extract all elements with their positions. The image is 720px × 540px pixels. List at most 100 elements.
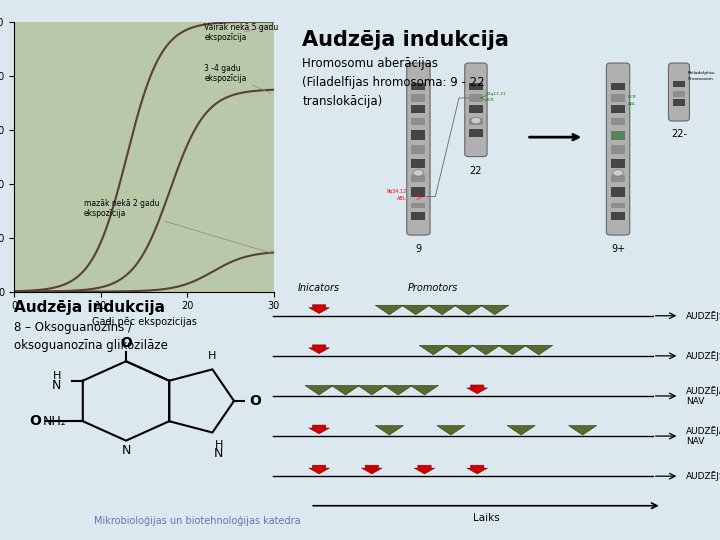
Text: 22-: 22-: [671, 129, 687, 139]
FancyArrow shape: [309, 345, 329, 354]
Bar: [611, 83, 625, 90]
Bar: [469, 118, 482, 125]
Text: N: N: [121, 444, 131, 457]
Bar: [611, 118, 625, 125]
Text: Chromosom: Chromosom: [688, 77, 714, 81]
Text: Hromosomu aberācijas
(Filadelfijas hromosoma: 9 - 22
translokācija): Hromosomu aberācijas (Filadelfijas hromo…: [302, 57, 485, 107]
Text: 22q11.21: 22q11.21: [485, 92, 506, 97]
Polygon shape: [375, 305, 403, 315]
Polygon shape: [472, 346, 500, 355]
Text: H: H: [215, 441, 223, 450]
Bar: [411, 130, 426, 139]
Polygon shape: [331, 386, 359, 395]
Text: N: N: [52, 379, 62, 392]
Text: Mikrobioloģijas un biotehnoloģijas katedra: Mikrobioloģijas un biotehnoloģijas kated…: [94, 516, 300, 526]
Text: AUDZĒJA
NAV: AUDZĒJA NAV: [686, 426, 720, 446]
Text: AUDZĒJA
NAV: AUDZĒJA NAV: [686, 386, 720, 406]
Bar: [611, 159, 625, 168]
Text: Philadelphia-: Philadelphia-: [688, 71, 716, 75]
Text: Promotors: Promotors: [408, 284, 459, 293]
Bar: [411, 187, 426, 197]
FancyArrow shape: [414, 465, 435, 474]
Text: AUDZĒJS: AUDZĒJS: [686, 351, 720, 361]
Text: Audzēja indukcija: Audzēja indukcija: [302, 30, 509, 50]
Polygon shape: [437, 426, 465, 435]
Polygon shape: [507, 426, 535, 435]
Text: 22: 22: [469, 166, 482, 176]
Ellipse shape: [613, 170, 624, 176]
Text: BCR: BCR: [485, 98, 494, 103]
Polygon shape: [305, 386, 333, 395]
Bar: [411, 83, 426, 90]
Polygon shape: [498, 346, 526, 355]
Polygon shape: [446, 346, 474, 355]
Ellipse shape: [413, 170, 424, 176]
FancyBboxPatch shape: [668, 63, 690, 121]
Text: NH₂: NH₂: [43, 415, 66, 428]
Bar: [611, 145, 625, 154]
X-axis label: Gadi pēc ekspozicijas: Gadi pēc ekspozicijas: [91, 317, 197, 327]
Bar: [611, 202, 625, 208]
Ellipse shape: [471, 117, 481, 124]
Polygon shape: [402, 305, 430, 315]
Bar: [411, 145, 426, 154]
Bar: [411, 175, 426, 183]
Text: O: O: [120, 336, 132, 350]
Bar: [469, 129, 482, 137]
Bar: [611, 94, 625, 102]
FancyArrow shape: [309, 465, 329, 474]
Polygon shape: [419, 346, 447, 355]
Text: 8 – Oksoguanozīns /
oksoguanozīna glikozilāze: 8 – Oksoguanozīns / oksoguanozīna glikoz…: [14, 321, 168, 352]
Polygon shape: [525, 346, 553, 355]
Text: H: H: [53, 371, 61, 381]
Polygon shape: [569, 426, 597, 435]
Bar: [411, 202, 426, 208]
FancyArrow shape: [309, 425, 329, 434]
Text: O: O: [250, 394, 261, 408]
Text: N: N: [214, 447, 224, 460]
Text: Laiks: Laiks: [472, 513, 500, 523]
Text: Inicators: Inicators: [298, 284, 340, 293]
Polygon shape: [454, 305, 482, 315]
Text: O: O: [30, 414, 41, 428]
Bar: [673, 99, 685, 106]
Polygon shape: [481, 305, 509, 315]
Text: 3 -4 gadu
ekspozīcija: 3 -4 gadu ekspozīcija: [204, 64, 271, 93]
Bar: [469, 105, 482, 113]
Polygon shape: [375, 426, 403, 435]
Text: Audzēja indukcija: Audzēja indukcija: [14, 300, 166, 315]
Text: Vairāk nekā 5 gadu
ekspozīcija: Vairāk nekā 5 gadu ekspozīcija: [204, 23, 279, 43]
Polygon shape: [384, 386, 413, 395]
Polygon shape: [428, 305, 456, 315]
FancyArrow shape: [361, 465, 382, 474]
FancyArrow shape: [467, 465, 487, 474]
Text: H: H: [208, 352, 217, 361]
Bar: [469, 94, 482, 102]
Bar: [611, 175, 625, 183]
FancyBboxPatch shape: [407, 63, 430, 235]
Text: BCR: BCR: [628, 94, 636, 99]
Bar: [673, 91, 685, 97]
Text: 9: 9: [415, 244, 421, 254]
Bar: [611, 187, 625, 197]
Bar: [611, 212, 625, 220]
Bar: [411, 94, 426, 102]
Text: ABL: ABL: [397, 197, 407, 201]
Bar: [411, 159, 426, 168]
Bar: [611, 131, 625, 139]
Text: ABL: ABL: [628, 102, 636, 106]
FancyArrow shape: [309, 305, 329, 314]
Bar: [673, 82, 685, 87]
Text: AUDZĒJS: AUDZĒJS: [686, 311, 720, 321]
Bar: [411, 105, 426, 113]
Bar: [469, 83, 482, 90]
Polygon shape: [358, 386, 386, 395]
Text: AUDZĒJS: AUDZĒJS: [686, 471, 720, 481]
Bar: [411, 118, 426, 125]
Text: mazāk nekā 2 gadu
ekspozīcija: mazāk nekā 2 gadu ekspozīcija: [84, 199, 271, 253]
Text: 9+: 9+: [611, 244, 625, 254]
Polygon shape: [410, 386, 438, 395]
FancyArrow shape: [467, 385, 487, 394]
Text: 9q34.12: 9q34.12: [387, 190, 407, 194]
Bar: [611, 105, 625, 113]
